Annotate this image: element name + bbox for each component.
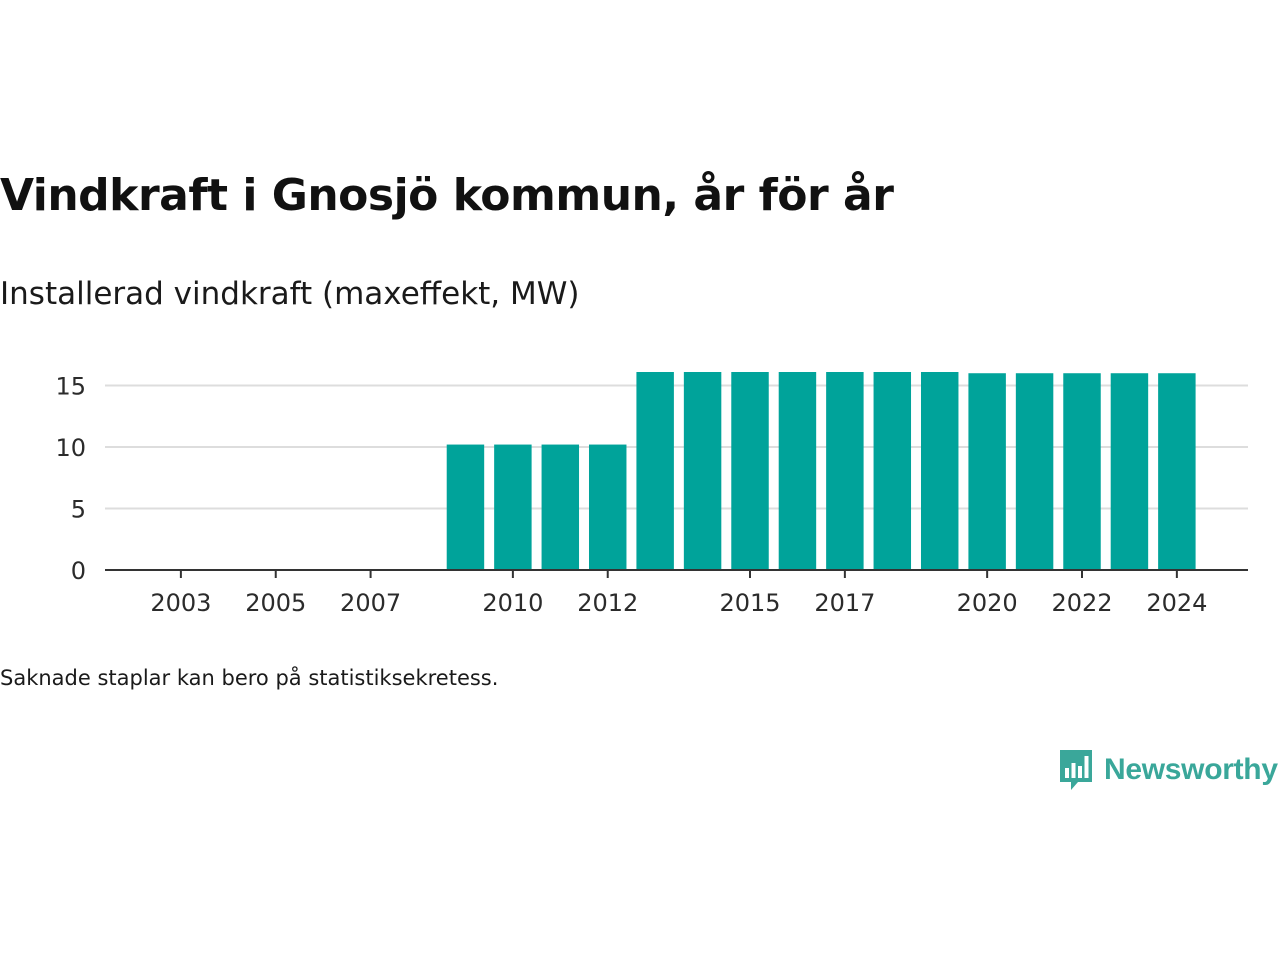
bar-2019 xyxy=(920,372,959,570)
bar-2023 xyxy=(1110,373,1149,570)
bar-chart: 0 5 10 15 2003 2005 2007 2010 2012 2015 2017 2020 20… xyxy=(55,372,1248,617)
bar-2021 xyxy=(1015,373,1054,570)
bar-2015 xyxy=(731,372,769,570)
bar-2013 xyxy=(636,372,674,570)
grid-lines xyxy=(105,384,1248,510)
bar-2024 xyxy=(1158,373,1196,570)
bars xyxy=(446,372,1196,570)
newsworthy-logo: Newsworthy xyxy=(1058,748,1278,792)
y-tick-label: 15 xyxy=(55,373,86,401)
bar-2009 xyxy=(446,444,485,570)
bar-2022 xyxy=(1063,373,1101,570)
y-tick-label: 5 xyxy=(71,496,86,524)
tick-labels: 0 5 10 15 2003 2005 2007 2010 2012 2015 2017 2020 20… xyxy=(55,373,1207,617)
x-tick-label: 2007 xyxy=(340,589,401,617)
bar-2011 xyxy=(541,444,580,570)
chart-subtitle: Installerad vindkraft (maxeffekt, MW) xyxy=(0,276,580,312)
x-tick-label: 2015 xyxy=(719,589,780,617)
x-tick-label: 2024 xyxy=(1146,589,1207,617)
y-tick-label: 0 xyxy=(71,557,86,585)
y-tick-label: 10 xyxy=(55,434,86,462)
x-axis xyxy=(105,569,1248,578)
x-tick-label: 2020 xyxy=(957,589,1018,617)
x-tick-label: 2010 xyxy=(482,589,543,617)
x-tick-label: 2017 xyxy=(814,589,875,617)
x-tick-label: 2012 xyxy=(577,589,638,617)
footnote: Saknade staplar kan bero på statistiksek… xyxy=(0,666,499,690)
bar-2017 xyxy=(826,372,864,570)
bar-2020 xyxy=(968,373,1006,570)
chart-title: Vindkraft i Gnosjö kommun, år för år xyxy=(0,170,894,221)
bar-2014 xyxy=(683,372,722,570)
bar-2016 xyxy=(778,372,817,570)
x-tick-label: 2003 xyxy=(150,589,211,617)
bar-2010 xyxy=(494,444,532,570)
bar-2018 xyxy=(873,372,912,570)
brand-name: Newsworthy xyxy=(1104,753,1278,786)
bar-2012 xyxy=(588,444,627,570)
x-tick-label: 2005 xyxy=(245,589,306,617)
bar-chart-speech-bubble-icon xyxy=(1060,750,1092,790)
x-tick-label: 2022 xyxy=(1051,589,1112,617)
